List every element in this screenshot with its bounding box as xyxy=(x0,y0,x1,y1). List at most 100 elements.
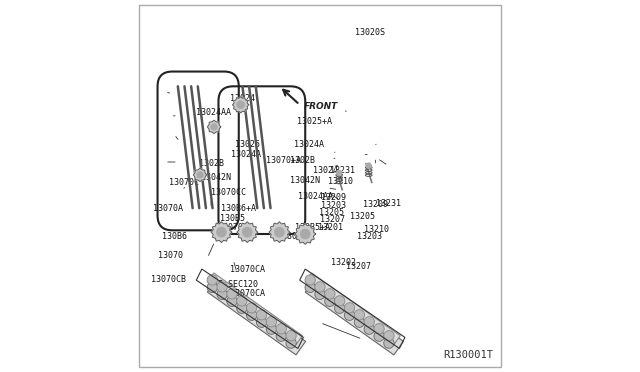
Ellipse shape xyxy=(266,317,276,327)
Text: 13070C: 13070C xyxy=(282,232,312,241)
Ellipse shape xyxy=(335,296,345,306)
Ellipse shape xyxy=(374,324,384,334)
Text: 13207: 13207 xyxy=(346,262,371,271)
Ellipse shape xyxy=(315,289,325,299)
Text: 13207: 13207 xyxy=(320,215,345,224)
Ellipse shape xyxy=(324,289,335,299)
Circle shape xyxy=(275,228,284,237)
Circle shape xyxy=(197,172,203,178)
Text: 13070CA: 13070CA xyxy=(230,264,264,273)
Text: 1302B: 1302B xyxy=(199,158,224,168)
Text: 13025: 13025 xyxy=(235,140,260,149)
Ellipse shape xyxy=(344,303,355,313)
Ellipse shape xyxy=(227,289,237,299)
Text: 13070: 13070 xyxy=(157,251,182,260)
Text: 13024A: 13024A xyxy=(294,140,324,149)
Polygon shape xyxy=(207,120,221,134)
Ellipse shape xyxy=(324,296,335,307)
Text: 13210: 13210 xyxy=(328,177,353,186)
Ellipse shape xyxy=(384,331,394,341)
Text: 13070CB: 13070CB xyxy=(151,275,186,283)
Ellipse shape xyxy=(374,331,384,341)
Text: 130B6: 130B6 xyxy=(162,232,187,241)
Bar xyxy=(305,273,400,345)
Ellipse shape xyxy=(315,282,325,292)
Circle shape xyxy=(237,101,244,108)
Text: FRONT: FRONT xyxy=(303,102,338,111)
Bar xyxy=(207,273,303,345)
Ellipse shape xyxy=(246,303,257,313)
Ellipse shape xyxy=(217,282,227,292)
Text: 130B5: 130B5 xyxy=(220,214,244,223)
Circle shape xyxy=(337,170,342,176)
Text: 13209: 13209 xyxy=(321,193,346,202)
Ellipse shape xyxy=(305,282,316,292)
Ellipse shape xyxy=(364,317,374,327)
Ellipse shape xyxy=(246,310,257,320)
Ellipse shape xyxy=(276,331,287,341)
Text: 13070C: 13070C xyxy=(170,178,199,187)
Polygon shape xyxy=(193,168,207,182)
Text: 13201: 13201 xyxy=(318,223,343,232)
Text: SEE SEC120: SEE SEC120 xyxy=(209,280,259,289)
Circle shape xyxy=(301,230,310,239)
Bar xyxy=(305,279,403,355)
Text: 13024A: 13024A xyxy=(230,150,260,159)
Ellipse shape xyxy=(237,296,247,306)
Text: 13070AA: 13070AA xyxy=(218,223,253,232)
Bar xyxy=(207,279,306,355)
Polygon shape xyxy=(211,222,232,243)
Text: 13205: 13205 xyxy=(350,212,375,221)
Text: 13231: 13231 xyxy=(376,199,401,208)
Circle shape xyxy=(217,228,226,237)
Text: 13070CA: 13070CA xyxy=(230,289,264,298)
Ellipse shape xyxy=(354,310,365,320)
Text: 130B6+A: 130B6+A xyxy=(221,204,256,214)
Ellipse shape xyxy=(344,310,355,320)
Ellipse shape xyxy=(276,324,287,334)
Ellipse shape xyxy=(237,303,247,314)
Ellipse shape xyxy=(364,324,374,334)
Polygon shape xyxy=(232,97,249,113)
Ellipse shape xyxy=(384,338,394,348)
Polygon shape xyxy=(237,222,258,243)
Ellipse shape xyxy=(266,324,276,334)
Text: 13025+A: 13025+A xyxy=(297,117,332,126)
Text: 130B5+A: 130B5+A xyxy=(295,223,330,232)
Text: 13209: 13209 xyxy=(363,200,388,209)
Text: R130001T: R130001T xyxy=(444,350,493,359)
Text: 1302B: 1302B xyxy=(291,156,316,166)
Text: 13203: 13203 xyxy=(321,201,346,210)
Ellipse shape xyxy=(305,275,316,285)
Text: 13231: 13231 xyxy=(330,166,355,174)
Circle shape xyxy=(211,124,217,130)
Text: 13020S: 13020S xyxy=(355,28,385,37)
Ellipse shape xyxy=(207,282,218,292)
Ellipse shape xyxy=(354,317,365,327)
Ellipse shape xyxy=(257,310,267,320)
Polygon shape xyxy=(295,224,316,244)
Text: 13205: 13205 xyxy=(319,208,344,217)
Text: 13042N: 13042N xyxy=(201,173,231,182)
Text: 13042N: 13042N xyxy=(290,176,320,185)
Text: 13203: 13203 xyxy=(357,232,382,241)
Ellipse shape xyxy=(227,296,237,307)
Ellipse shape xyxy=(257,317,267,327)
Circle shape xyxy=(243,228,252,237)
Text: 13210: 13210 xyxy=(364,225,389,234)
Ellipse shape xyxy=(286,331,296,341)
Ellipse shape xyxy=(207,275,218,285)
Ellipse shape xyxy=(286,338,296,348)
Text: 13024AA: 13024AA xyxy=(196,108,230,118)
Text: 13202: 13202 xyxy=(331,258,356,267)
Ellipse shape xyxy=(217,289,227,299)
Text: 13024AA: 13024AA xyxy=(298,192,333,201)
Text: 13070+A: 13070+A xyxy=(266,156,301,166)
Polygon shape xyxy=(269,222,290,243)
Circle shape xyxy=(366,163,371,168)
Text: 13070A: 13070A xyxy=(153,204,183,214)
Text: 13024: 13024 xyxy=(230,94,255,103)
Text: 13070CC: 13070CC xyxy=(211,188,246,197)
Text: 13024: 13024 xyxy=(314,166,339,175)
Ellipse shape xyxy=(335,303,345,314)
